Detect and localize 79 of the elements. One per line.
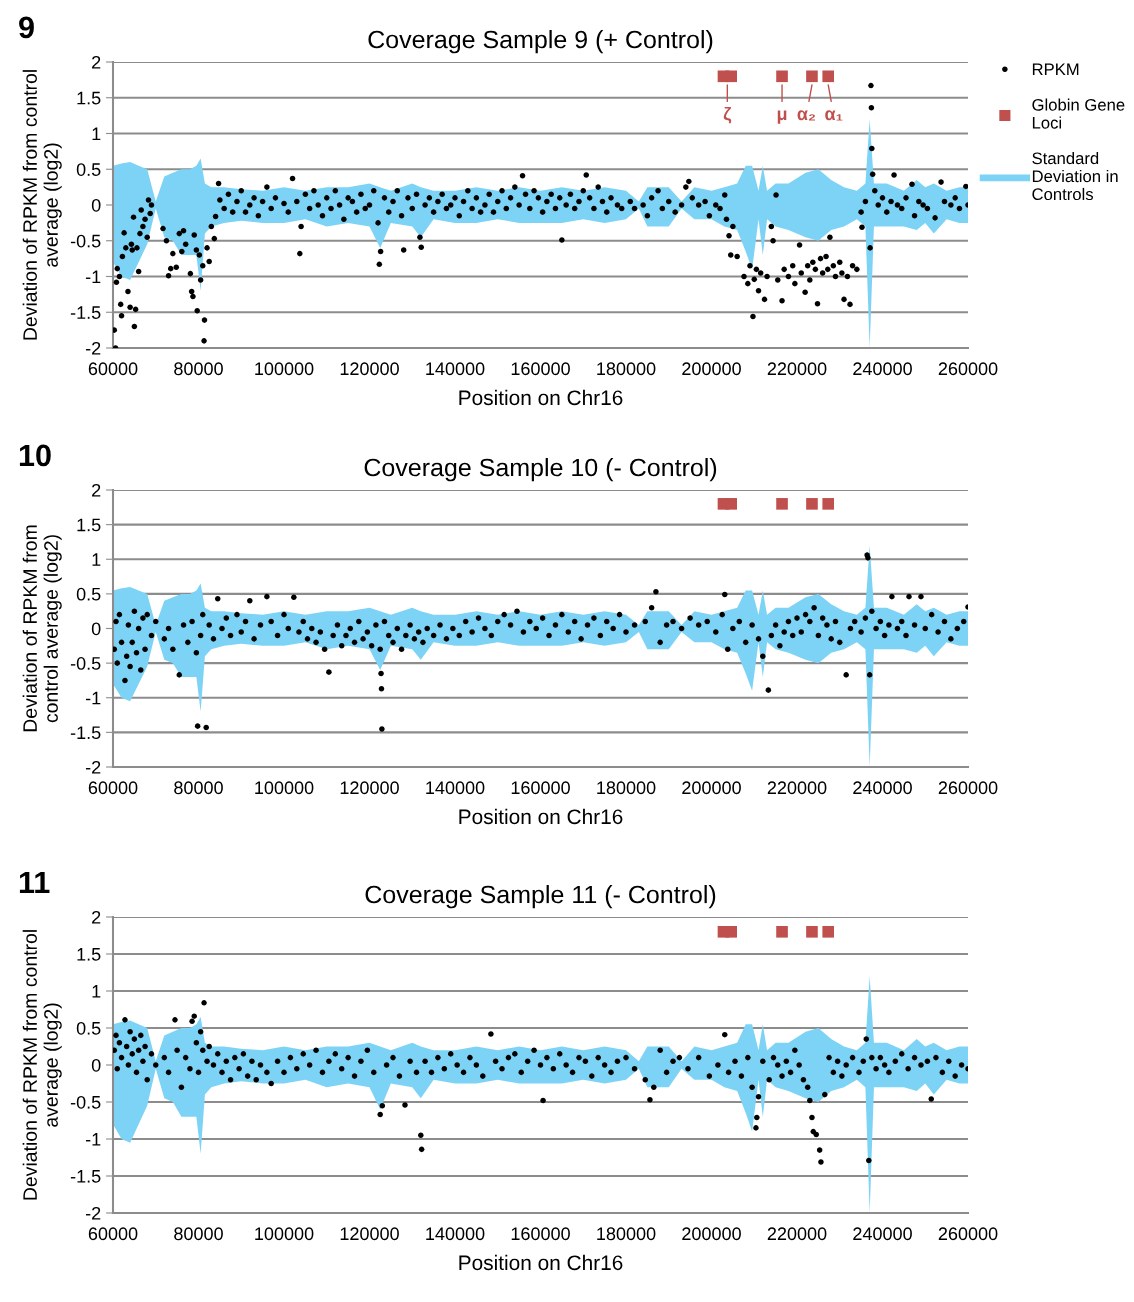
- x-tick-label: 200000: [682, 781, 741, 795]
- x-axis-title: Position on Chr16: [459, 389, 623, 406]
- x-tick-label: 180000: [597, 1227, 656, 1241]
- x-axis-title: Position on Chr16: [459, 808, 623, 825]
- text: 11: [19, 871, 50, 893]
- x-tick-label: 160000: [511, 1227, 570, 1241]
- x-tick-label: 120000: [340, 362, 399, 376]
- x-tick-label: 220000: [767, 1227, 827, 1241]
- x-tick-label: 120000: [340, 1227, 399, 1241]
- y-tick-label: 2: [92, 55, 101, 69]
- x-tick-label: 100000: [255, 781, 314, 795]
- annotation: α₁: [825, 110, 843, 121]
- x-tick-label: 220000: [767, 781, 827, 795]
- x-tick-label: 80000: [174, 781, 223, 795]
- x-tick-label: 240000: [853, 1227, 912, 1241]
- y-tick-label: 1.5: [77, 948, 101, 961]
- x-tick-label: 200000: [682, 1227, 741, 1241]
- y-tick-label: 0.5: [76, 1021, 101, 1035]
- x-tick-label: 240000: [853, 781, 912, 795]
- x-tick-label: 160000: [511, 781, 570, 795]
- x-tick-label: 120000: [340, 781, 399, 795]
- y-tick-label: 0.5: [76, 163, 101, 176]
- y-tick-label: 1: [92, 985, 101, 998]
- y-tick-label: -2: [85, 1206, 101, 1220]
- x-tick-label: 80000: [174, 1227, 223, 1241]
- y-tick-label: 1.5: [77, 91, 101, 105]
- x-tick-label: 140000: [426, 1227, 485, 1241]
- x-tick-label: 60000: [88, 781, 138, 795]
- y-tick-label: 0.5: [76, 587, 101, 601]
- legend-label: Standard Deviation in Controls: [1032, 151, 1118, 201]
- x-tick-label: 80000: [174, 362, 223, 376]
- annotation: α₂: [797, 110, 816, 121]
- y-tick-label: -1.5: [70, 1170, 101, 1183]
- annotation: ζ: [723, 106, 732, 124]
- x-tick-label: 180000: [597, 781, 656, 795]
- legend-label: Globin Gene Loci: [1032, 98, 1125, 129]
- legend-label: RPKM: [1032, 63, 1079, 76]
- x-tick-label: 140000: [426, 362, 485, 376]
- y-tick-label: 1: [92, 127, 101, 141]
- y-tick-label: 1: [92, 553, 101, 566]
- text: 10: [19, 444, 51, 467]
- y-tick-label: -1: [85, 1133, 101, 1146]
- y-tick-label: -0.5: [70, 234, 101, 248]
- y-tick-label: 0: [91, 622, 101, 636]
- x-tick-label: 260000: [938, 1227, 998, 1241]
- text: 9: [19, 16, 34, 39]
- annotation: μ: [777, 110, 787, 124]
- x-tick-label: 240000: [853, 362, 912, 376]
- x-tick-label: 260000: [938, 362, 998, 376]
- y-tick-label: -1.5: [70, 306, 101, 319]
- x-tick-label: 160000: [511, 362, 570, 376]
- x-tick-label: 140000: [426, 781, 485, 795]
- y-tick-label: -0.5: [70, 657, 101, 670]
- y-tick-label: -0.5: [70, 1095, 101, 1109]
- x-tick-label: 260000: [938, 781, 998, 795]
- chart-title: Coverage Sample 10 (- Control): [364, 457, 717, 482]
- x-tick-label: 60000: [88, 1227, 138, 1241]
- y-axis-title: Deviation of RPKM from control average (log2): [22, 930, 62, 1200]
- x-axis-title: Position on Chr16: [459, 1254, 623, 1271]
- y-tick-label: -1: [85, 691, 101, 705]
- x-tick-label: 220000: [767, 362, 827, 376]
- x-tick-label: 100000: [255, 1227, 314, 1241]
- y-axis-title: Deviation of RPKM from control average (log2): [22, 70, 62, 340]
- y-tick-label: 0: [91, 198, 101, 212]
- x-tick-label: 60000: [88, 362, 138, 376]
- y-tick-label: -1: [85, 270, 101, 284]
- chart-title: Coverage Sample 9 (+ Control): [368, 29, 713, 54]
- y-tick-label: 2: [92, 910, 101, 924]
- y-tick-label: 2: [92, 483, 101, 497]
- y-tick-label: 1.5: [77, 518, 101, 532]
- y-tick-label: 0: [91, 1058, 101, 1072]
- x-tick-label: 200000: [682, 362, 741, 376]
- y-axis-title: Deviation of RPKM from control average (log2): [22, 525, 62, 732]
- x-tick-label: 180000: [597, 362, 656, 376]
- x-tick-label: 100000: [255, 362, 314, 376]
- y-tick-label: -2: [85, 341, 101, 355]
- y-tick-label: -1.5: [70, 726, 101, 740]
- chart-title: Coverage Sample 11 (- Control): [365, 884, 716, 909]
- y-tick-label: -2: [85, 760, 101, 774]
